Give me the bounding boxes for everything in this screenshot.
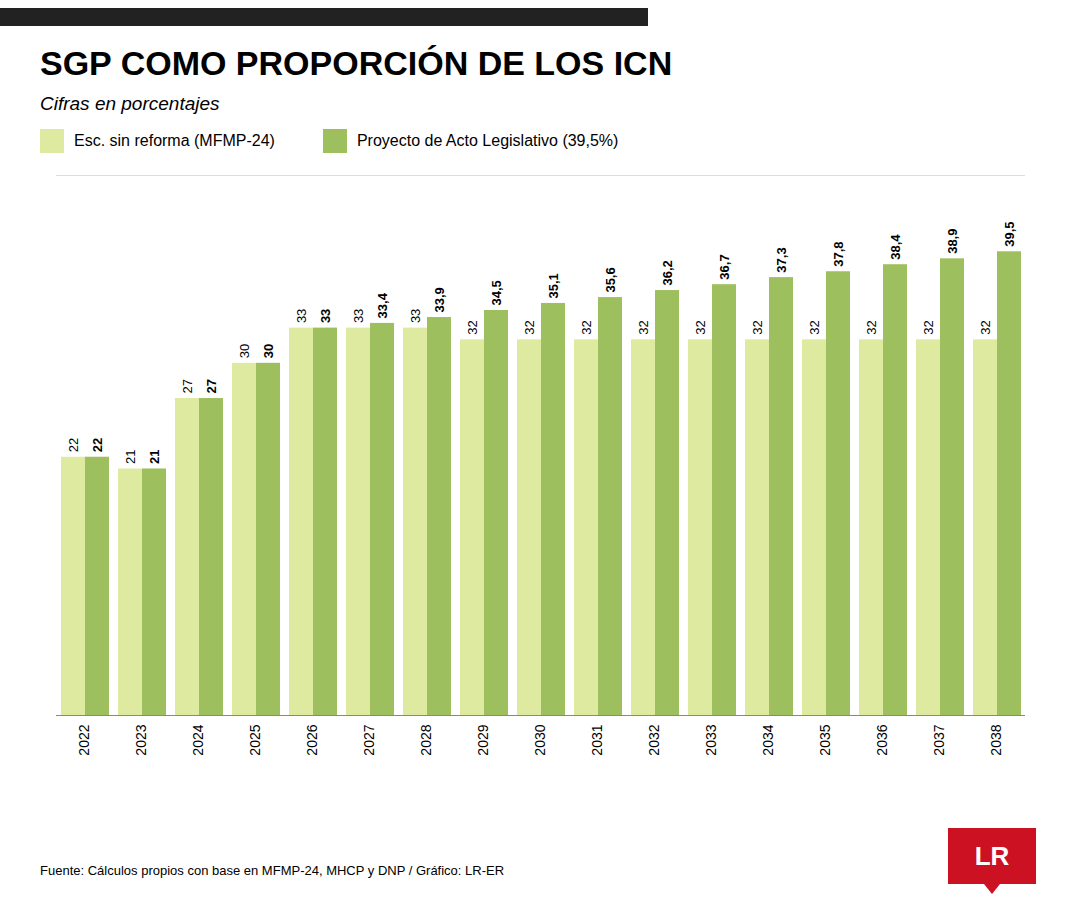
html-text:SGP COMO PROPORCIÓN DE LOS ICN: SGP COMO PROPORCIÓN DE LOS ICN <box>40 44 673 82</box>
svg-text:37,3: 37,3 <box>774 247 789 272</box>
svg-text:33: 33 <box>318 309 333 323</box>
svg-text:2037: 2037 <box>931 724 947 755</box>
svg-text:36,7: 36,7 <box>717 254 732 279</box>
svg-text:30: 30 <box>237 344 252 358</box>
svg-text:2025: 2025 <box>247 724 263 755</box>
html-text:LR: LR <box>974 840 1010 871</box>
svg-text:2028: 2028 <box>418 724 434 755</box>
svg-text:2026: 2026 <box>304 724 320 755</box>
svg-text:32: 32 <box>522 320 537 334</box>
svg-text:2022: 2022 <box>76 724 92 755</box>
svg-text:2038: 2038 <box>988 724 1004 755</box>
svg-text:32: 32 <box>921 320 936 334</box>
svg-text:34,5: 34,5 <box>489 280 504 305</box>
svg-text:32: 32 <box>807 320 822 334</box>
svg-text:39,5: 39,5 <box>1002 221 1017 246</box>
svg-text:33: 33 <box>351 309 366 323</box>
svg-text:2031: 2031 <box>589 724 605 755</box>
svg-text:2033: 2033 <box>703 724 719 755</box>
html-text:Cifras en porcentajes: Cifras en porcentajes <box>40 93 220 114</box>
svg-text:32: 32 <box>978 320 993 334</box>
svg-text:35,1: 35,1 <box>546 273 561 298</box>
svg-text:33,9: 33,9 <box>432 287 447 312</box>
svg-text:32: 32 <box>750 320 765 334</box>
svg-text:2035: 2035 <box>817 724 833 755</box>
svg-text:38,9: 38,9 <box>945 229 960 254</box>
html-text:Esc. sin reforma (MFMP-24): Esc. sin reforma (MFMP-24) <box>74 132 275 149</box>
svg-text:36,2: 36,2 <box>660 260 675 285</box>
svg-text:2030: 2030 <box>532 724 548 755</box>
svg-text:32: 32 <box>465 320 480 334</box>
svg-text:38,4: 38,4 <box>888 234 903 260</box>
svg-text:2034: 2034 <box>760 724 776 755</box>
svg-text:2023: 2023 <box>133 724 149 755</box>
svg-text:32: 32 <box>636 320 651 334</box>
html-text:Proyecto de Acto Legislativo (: Proyecto de Acto Legislativo (39,5%) <box>356 132 619 149</box>
svg-text:30: 30 <box>261 344 276 358</box>
svg-text:33: 33 <box>294 309 309 323</box>
svg-text:22: 22 <box>66 438 81 452</box>
svg-text:33,4: 33,4 <box>375 292 390 318</box>
svg-text:21: 21 <box>147 450 162 464</box>
svg-text:2032: 2032 <box>646 724 662 755</box>
svg-text:35,6: 35,6 <box>603 267 618 292</box>
svg-text:2029: 2029 <box>475 724 491 755</box>
svg-text:2024: 2024 <box>190 724 206 755</box>
svg-text:2036: 2036 <box>874 724 890 755</box>
svg-text:2027: 2027 <box>361 724 377 755</box>
svg-text:22: 22 <box>90 438 105 452</box>
svg-text:32: 32 <box>693 320 708 334</box>
html-text:Fuente: Cálculos propios con b: Fuente: Cálculos propios con base en MFM… <box>40 863 505 878</box>
svg-text:27: 27 <box>204 379 219 393</box>
svg-text:32: 32 <box>864 320 879 334</box>
svg-text:27: 27 <box>180 379 195 393</box>
svg-text:21: 21 <box>123 450 138 464</box>
svg-text:37,8: 37,8 <box>831 241 846 266</box>
svg-text:33: 33 <box>408 309 423 323</box>
svg-text:32: 32 <box>579 320 594 334</box>
